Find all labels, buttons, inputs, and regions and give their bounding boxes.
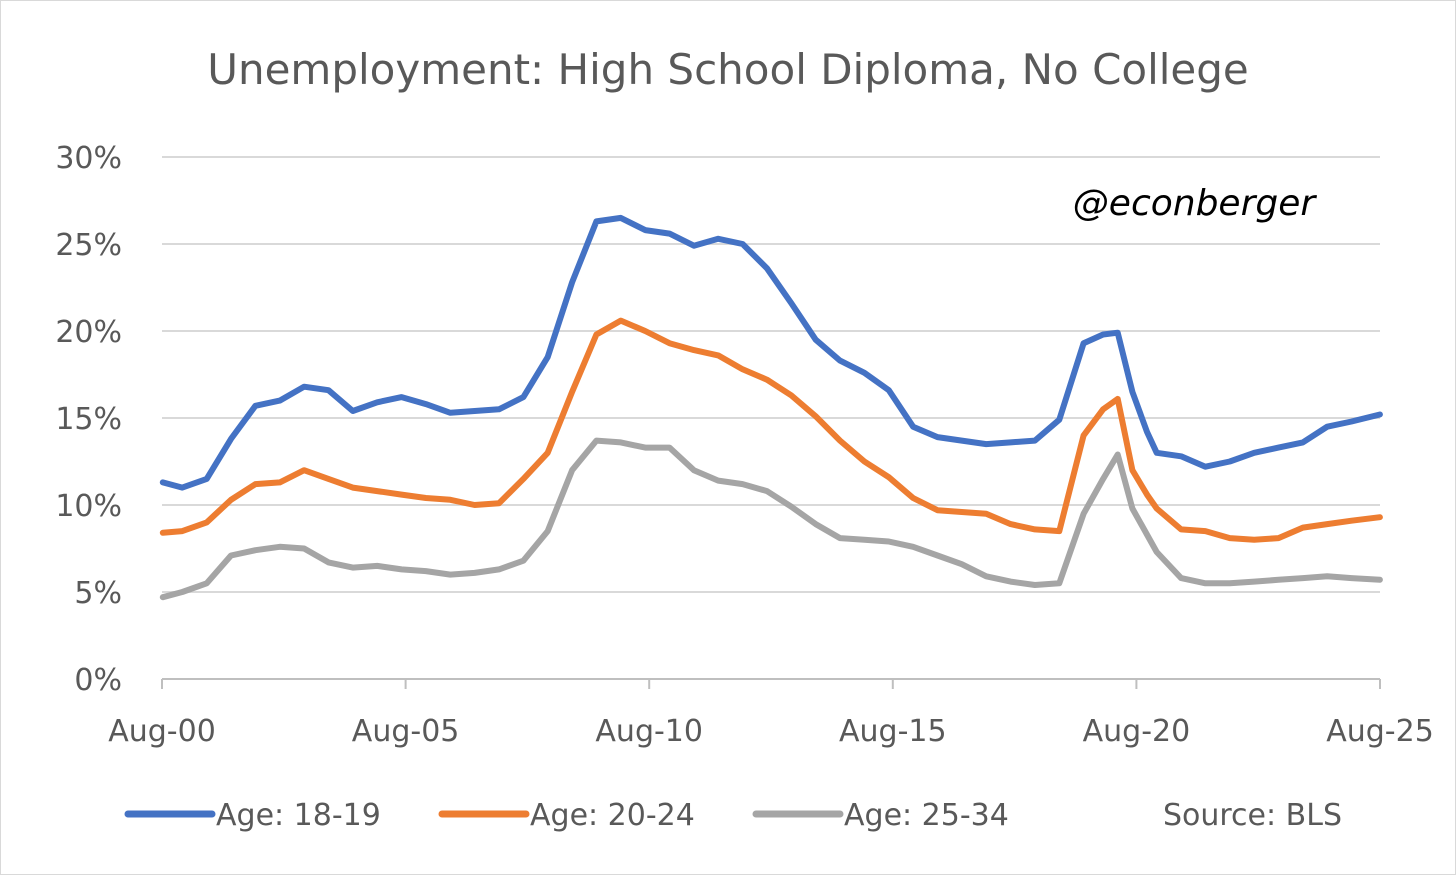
y-tick-label: 15% bbox=[55, 402, 122, 437]
x-tick-label: Aug-05 bbox=[352, 714, 460, 749]
legend: Age: 18-19 Age: 20-24 Age: 25-34 bbox=[124, 798, 1009, 833]
y-tick-label: 30% bbox=[55, 141, 122, 176]
legend-label: Age: 20-24 bbox=[530, 798, 695, 833]
x-tick-label: Aug-00 bbox=[108, 714, 216, 749]
series-line-age-18-19 bbox=[159, 214, 1383, 491]
series-line-age-25-34 bbox=[159, 437, 1383, 601]
author-annotation: @econberger bbox=[1073, 183, 1318, 224]
source-note: Source: BLS bbox=[1163, 798, 1342, 833]
x-tick-label: Aug-10 bbox=[595, 714, 703, 749]
y-tick-label: 20% bbox=[55, 315, 122, 350]
series-line-age-20-24 bbox=[159, 317, 1383, 543]
y-tick-label: 5% bbox=[74, 576, 122, 611]
x-tick-label: Aug-20 bbox=[1083, 714, 1191, 749]
x-tick-label: Aug-25 bbox=[1326, 714, 1434, 749]
x-axis-tick-labels: Aug-00 Aug-05 Aug-10 Aug-15 Aug-20 Aug-25 bbox=[108, 714, 1434, 749]
y-axis-tick-labels: 0% 5% 10% 15% 20% 25% 30% bbox=[55, 141, 122, 698]
x-axis bbox=[161, 678, 1381, 689]
chart-title: Unemployment: High School Diploma, No Co… bbox=[207, 45, 1249, 94]
legend-label: Age: 25-34 bbox=[844, 798, 1009, 833]
y-tick-label: 0% bbox=[74, 663, 122, 698]
series-lines bbox=[159, 214, 1383, 601]
y-tick-label: 25% bbox=[55, 228, 122, 263]
gridlines bbox=[162, 156, 1380, 593]
legend-label: Age: 18-19 bbox=[216, 798, 381, 833]
x-tick-label: Aug-15 bbox=[839, 714, 947, 749]
y-tick-label: 10% bbox=[55, 489, 122, 524]
